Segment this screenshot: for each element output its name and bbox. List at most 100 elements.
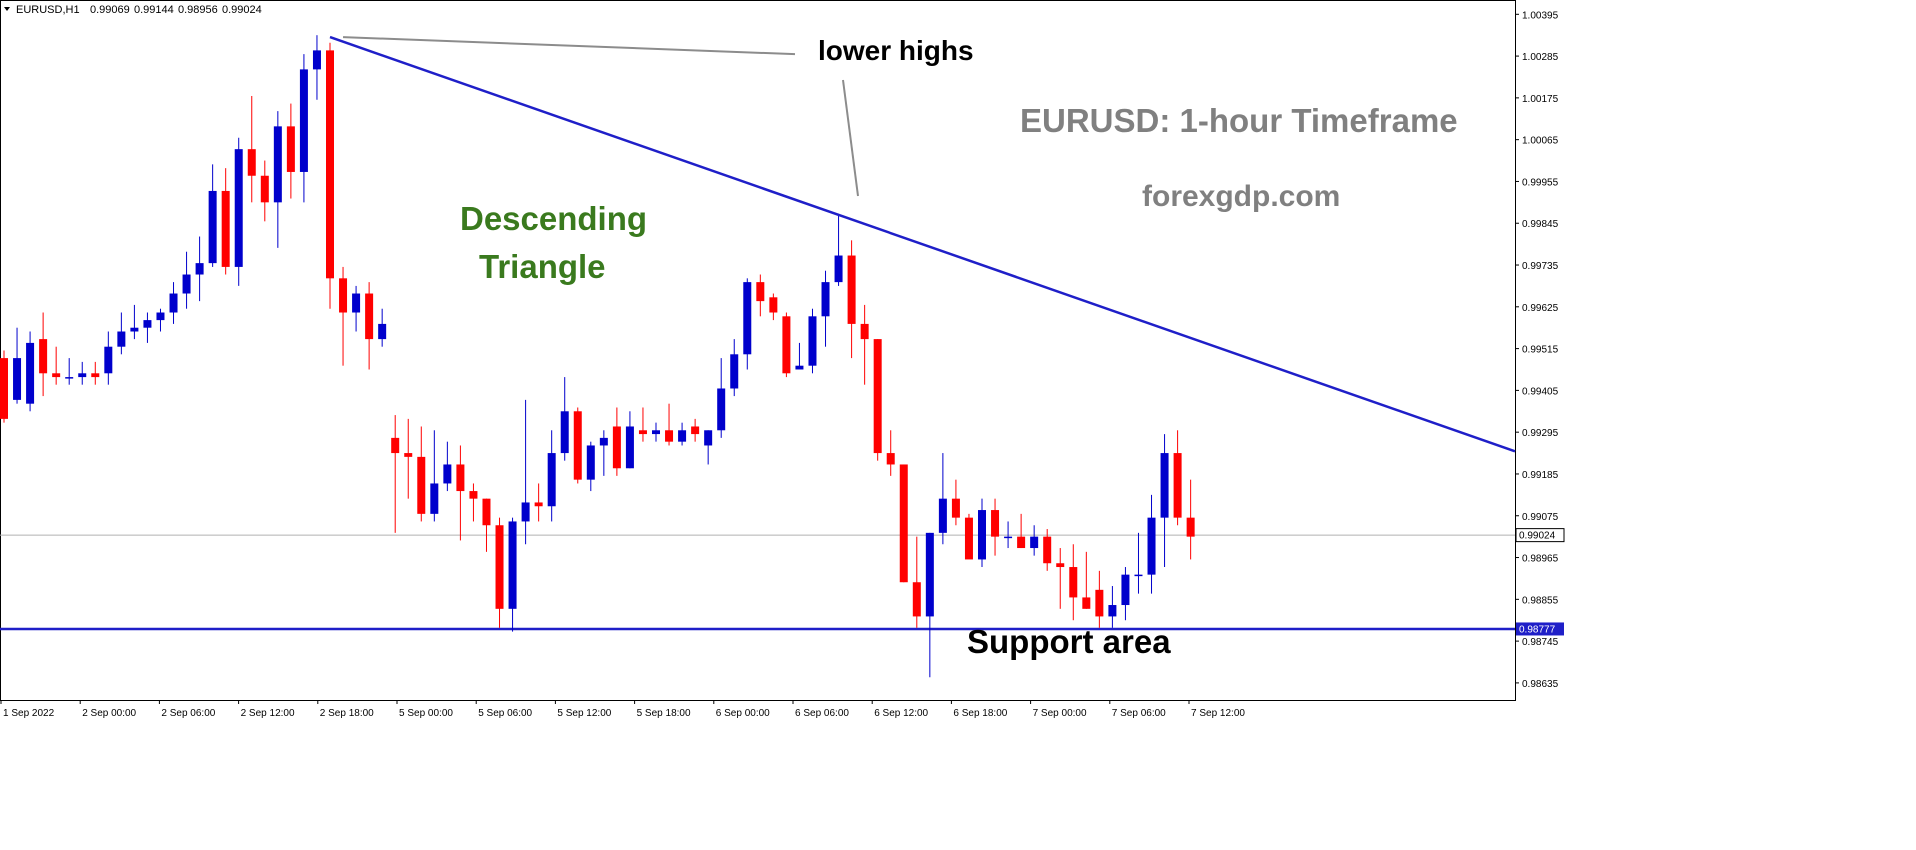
candle-body xyxy=(469,491,478,499)
candle-body xyxy=(547,453,556,507)
candle xyxy=(495,517,504,628)
candle xyxy=(286,103,295,199)
candle-body xyxy=(326,50,334,279)
candle xyxy=(234,137,243,286)
candle xyxy=(938,453,947,545)
ohlc-low: 0.98956 xyxy=(178,4,218,16)
candle xyxy=(182,251,191,309)
candle xyxy=(625,411,634,469)
candle xyxy=(678,422,687,446)
x-tick-label: 2 Sep 00:00 xyxy=(82,708,136,719)
x-tick-label: 5 Sep 00:00 xyxy=(399,708,453,719)
candle-body xyxy=(169,293,178,313)
candle-body xyxy=(991,510,1000,537)
candle-body xyxy=(1186,517,1195,537)
candle-body xyxy=(964,517,973,560)
candle xyxy=(456,445,465,541)
candle xyxy=(899,464,908,583)
candle xyxy=(130,304,139,340)
candle-body xyxy=(938,498,947,533)
candle xyxy=(795,342,804,370)
candle xyxy=(808,308,817,374)
candle-body xyxy=(1160,453,1169,518)
candle xyxy=(1134,532,1143,594)
candle xyxy=(156,308,165,332)
candle-body xyxy=(873,339,882,454)
candle xyxy=(91,361,100,385)
candle-body xyxy=(378,323,387,340)
candle-body xyxy=(560,411,569,454)
candle-body xyxy=(1173,453,1182,518)
candle-body xyxy=(821,282,830,317)
candle-body xyxy=(365,293,374,340)
candle-body xyxy=(691,426,700,435)
candle xyxy=(886,430,895,476)
candle-body xyxy=(951,498,960,518)
candle xyxy=(1043,529,1052,571)
y-tick-label: 1.00395 xyxy=(1522,10,1559,21)
candle xyxy=(521,399,530,545)
candle xyxy=(717,358,726,438)
x-tick-label: 7 Sep 12:00 xyxy=(1191,708,1245,719)
top-guide-line xyxy=(343,36,796,56)
symbol-label: EURUSD,H1 xyxy=(16,4,80,16)
x-tick-label: 2 Sep 12:00 xyxy=(241,708,295,719)
candle-body xyxy=(0,358,8,419)
candle xyxy=(443,441,452,492)
x-tick-label: 5 Sep 12:00 xyxy=(557,708,611,719)
candle-body xyxy=(286,126,295,172)
candle-body xyxy=(208,190,217,264)
candle-body xyxy=(78,373,87,378)
candle-body xyxy=(443,464,452,484)
candle-body xyxy=(234,149,243,267)
candle-body xyxy=(1004,536,1013,539)
candle xyxy=(365,282,374,370)
pattern-label-line2: Triangle xyxy=(479,248,606,285)
candle-body xyxy=(299,69,308,172)
candle-body xyxy=(273,126,282,203)
y-tick-label: 1.00175 xyxy=(1522,94,1559,105)
candle xyxy=(0,350,8,423)
candle-body xyxy=(430,483,439,514)
candle xyxy=(1160,434,1169,568)
candles xyxy=(0,35,1195,678)
candle-body xyxy=(1121,574,1130,606)
y-tick-label: 0.99295 xyxy=(1522,428,1559,439)
candle-body xyxy=(195,263,204,275)
candle xyxy=(978,498,986,568)
x-tick-label: 2 Sep 06:00 xyxy=(161,708,215,719)
collapse-triangle-icon[interactable] xyxy=(4,7,10,11)
x-tick-label: 6 Sep 06:00 xyxy=(795,708,849,719)
candle-body xyxy=(612,426,621,469)
candle-body xyxy=(1069,567,1078,598)
candle-body xyxy=(130,327,139,332)
candle-body xyxy=(39,339,48,374)
candle xyxy=(482,498,491,552)
candle-body xyxy=(52,373,61,378)
y-tick-label: 0.98965 xyxy=(1522,554,1559,565)
candle-body xyxy=(143,320,152,328)
candle xyxy=(326,42,334,309)
candle xyxy=(117,312,126,355)
candle xyxy=(834,213,843,286)
ohlc-close: 0.99024 xyxy=(222,4,262,16)
candle xyxy=(65,358,74,385)
lower-highs-label: lower highs xyxy=(818,35,974,66)
y-tick-label: 0.98855 xyxy=(1522,595,1559,606)
candle-body xyxy=(26,342,35,404)
candle xyxy=(821,270,830,347)
candle-body xyxy=(1147,517,1156,575)
candle-body xyxy=(221,190,230,267)
current-price-tag-text: 0.99024 xyxy=(1519,531,1556,542)
candle-body xyxy=(91,373,100,378)
candle xyxy=(169,282,178,324)
candle-body xyxy=(13,358,22,400)
candle-body xyxy=(704,430,713,446)
candle-body xyxy=(925,532,934,617)
candle xyxy=(964,513,973,560)
support-price-tag-text: 0.98777 xyxy=(1519,624,1556,635)
descending-trendline xyxy=(329,35,1516,453)
candle xyxy=(195,236,204,302)
candle-body xyxy=(978,510,986,560)
candle xyxy=(13,327,22,404)
